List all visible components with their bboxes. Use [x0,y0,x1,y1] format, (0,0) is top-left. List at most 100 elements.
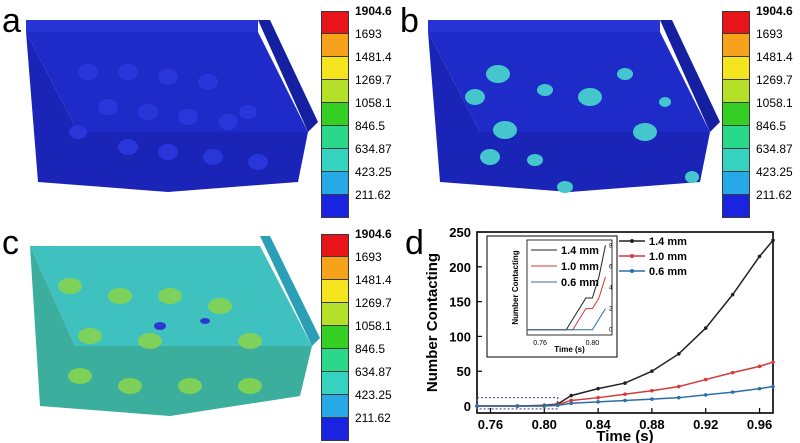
series-point-0 [730,292,735,297]
colorbar-label: 1269.7 [355,296,392,310]
series-point-2 [677,395,681,400]
y-tick-label: 250 [449,225,471,240]
colorbar-a [321,11,349,218]
colorbar-label: 846.5 [355,119,386,133]
plate-b-top [428,32,710,132]
colorbar-label: 1481.4 [355,50,392,64]
series-point-1 [677,384,681,389]
series-point-2 [515,404,520,408]
legend-marker-1 [630,254,634,258]
x-tick-label: 0.88 [639,417,664,432]
legend-marker-0 [630,239,634,243]
inset-x-axis-label: Time (s) [554,345,585,354]
colorbar-swatch [722,103,750,126]
plate-b-body [428,32,710,192]
series-point-2 [596,400,600,404]
colorbar-swatch [321,303,349,326]
series-point-2 [730,390,735,394]
x-tick-label: 0.92 [693,417,718,432]
series-point-2 [569,401,573,406]
colorbar-swatch [321,11,349,34]
inset-y-tick-label: 8 [609,243,613,249]
colorbar-swatch [321,34,349,57]
series-point-0 [757,254,762,259]
series-line-2 [477,385,774,407]
series-point-0 [771,238,775,243]
colorbar-label: 1269.7 [355,73,392,87]
colorbar-swatch [722,172,750,195]
colorbar-label: 1481.4 [756,50,793,64]
plate-c-right [260,236,320,346]
colorbar-label: 846.5 [756,119,787,133]
plate-a-body [26,32,308,192]
colorbar-label: 1904.6 [355,4,392,18]
colorbar-label: 211.62 [355,188,391,202]
colorbar-swatch [321,349,349,372]
series-point-1 [771,360,775,364]
inset-y-tick-label: 0 [609,328,613,334]
colorbar-label: 634.87 [355,142,392,156]
plate-a-front [26,20,258,32]
series-point-2 [771,384,775,389]
legend-label-1: 1.0 mm [649,251,687,263]
inset-legend-label-2: 0.6 mm [561,277,599,289]
colorbar-swatch [321,257,349,280]
colorbar-swatch [722,149,750,172]
series-point-2 [623,398,627,403]
inset-x-tick-label: 0.80 [586,340,600,347]
plate-render-b [428,20,720,193]
colorbar-label: 1693 [756,27,783,41]
colorbar-swatch [722,195,750,218]
series-point-0 [650,369,654,374]
colorbar-swatch [321,103,349,126]
colorbar-swatch [321,395,349,418]
series-point-2 [555,403,560,408]
colorbar-swatch [722,126,750,149]
inset-series-line-0 [527,245,606,331]
series-point-0 [703,326,708,330]
plate-render-a [26,20,318,192]
colorbar-label: 634.87 [756,142,793,156]
series-point-0 [677,352,681,356]
plate-b-front [428,20,660,32]
inset-legend-label-0: 1.4 mm [561,245,599,257]
y-axis-label: Number Contacting [424,253,441,392]
legend-label-2: 0.6 mm [649,266,687,278]
series-point-1 [730,370,735,375]
series-point-2 [475,404,479,408]
inset-y-tick-label: 2 [609,307,613,313]
colorbar-label: 1058.1 [756,96,793,110]
colorbar-label: 846.5 [355,342,386,356]
colorbar-label: 1904.6 [355,227,392,241]
zoom-region-box [476,397,559,410]
colorbar-swatch [722,80,750,103]
x-tick-label: 0.76 [478,417,503,432]
colorbar-swatch [722,57,750,80]
colorbar-label: 634.87 [355,365,392,379]
inset-x-tick-label: 0.76 [533,340,547,347]
y-tick-label: 100 [449,329,471,344]
colorbar-b [722,11,750,218]
colorbar-label: 211.62 [756,188,792,202]
colorbar-label: 423.25 [355,165,392,179]
series-point-1 [623,392,627,397]
colorbar-swatch [321,80,349,103]
series-point-1 [703,377,708,382]
series-point-2 [542,404,547,408]
colorbar-swatch [321,57,349,80]
y-tick-label: 50 [457,364,471,379]
y-tick-label: 0 [464,399,471,414]
panel-letter-a: a [2,2,21,40]
colorbar-swatch [321,172,349,195]
inset-legend-label-1: 1.0 mm [561,261,599,273]
legend-label-0: 1.4 mm [649,236,687,248]
inset-series-line-2 [527,308,606,331]
inset-y-tick-label: 4 [609,286,613,292]
series-point-1 [757,364,762,369]
x-tick-label: 0.84 [585,417,611,432]
series-point-0 [569,393,573,398]
plate-a-right [258,20,318,132]
colorbar-swatch [321,326,349,349]
series-point-2 [650,397,654,401]
